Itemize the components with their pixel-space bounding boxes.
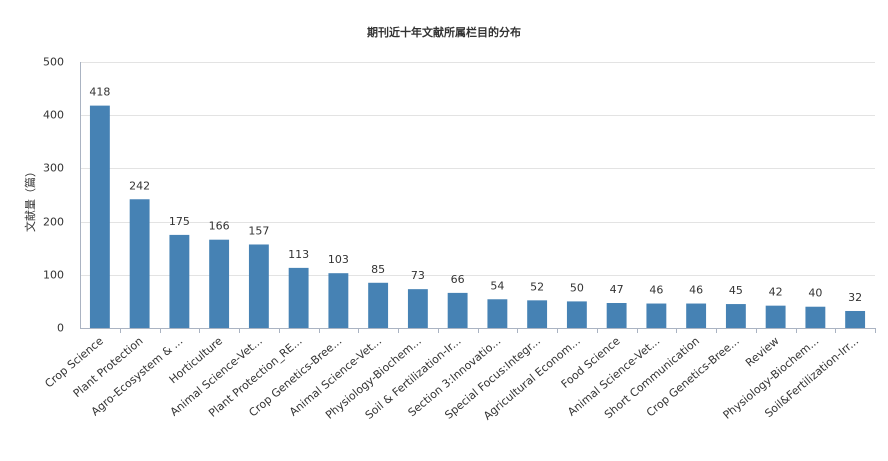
bar[interactable]: [328, 273, 349, 328]
y-tick-label: 100: [43, 269, 64, 282]
data-label: 242: [129, 179, 150, 192]
data-label: 46: [689, 284, 703, 297]
data-label: 47: [610, 283, 624, 296]
data-label: 166: [209, 220, 230, 233]
y-tick-label: 200: [43, 216, 64, 229]
bar[interactable]: [248, 244, 269, 328]
bar[interactable]: [725, 304, 746, 328]
bar[interactable]: [646, 303, 667, 328]
y-axis: 0 100 200 300 400 500: [43, 56, 81, 335]
bar[interactable]: [686, 303, 707, 328]
bar[interactable]: [288, 267, 309, 328]
x-tick-label: Plant Protection: [71, 334, 146, 400]
bar[interactable]: [527, 300, 548, 328]
data-label: 45: [729, 284, 743, 297]
bar[interactable]: [805, 306, 826, 328]
data-label: 42: [769, 286, 783, 299]
data-label: 175: [169, 215, 190, 228]
y-tick-label: 300: [43, 162, 64, 175]
grid-lines: [80, 62, 875, 276]
bar[interactable]: [129, 199, 150, 328]
bar[interactable]: [209, 239, 230, 328]
data-label: 157: [248, 224, 269, 237]
bar[interactable]: [169, 234, 190, 328]
chart-title: 期刊近十年文献所属栏目的分布: [367, 25, 521, 39]
data-label: 52: [530, 280, 544, 293]
y-tick-label: 400: [43, 109, 64, 122]
data-label: 46: [649, 284, 663, 297]
bar[interactable]: [89, 105, 110, 329]
bar[interactable]: [487, 299, 508, 328]
data-label: 85: [371, 263, 385, 276]
bar[interactable]: [606, 303, 627, 328]
bar[interactable]: [765, 305, 786, 328]
data-label: 32: [848, 291, 862, 304]
data-label: 73: [411, 269, 425, 282]
data-label: 40: [808, 287, 822, 300]
bar[interactable]: [407, 289, 428, 328]
bar[interactable]: [447, 292, 468, 328]
bars: [89, 105, 866, 329]
bar[interactable]: [566, 301, 587, 328]
data-label: 50: [570, 281, 584, 294]
y-axis-label: 文献量（篇）: [23, 166, 37, 232]
data-label: 54: [490, 279, 504, 292]
data-label: 418: [89, 86, 110, 99]
y-tick-label: 500: [43, 56, 64, 69]
data-labels: 418 242 175 166 157 113 103 85 73 66 54 52 50 47 46 46 4…: [89, 86, 862, 304]
data-label: 113: [288, 248, 309, 261]
data-label: 103: [328, 253, 349, 266]
bar[interactable]: [845, 310, 866, 328]
bar[interactable]: [368, 282, 389, 328]
y-tick-label: 0: [57, 322, 64, 335]
data-label: 66: [451, 273, 465, 286]
